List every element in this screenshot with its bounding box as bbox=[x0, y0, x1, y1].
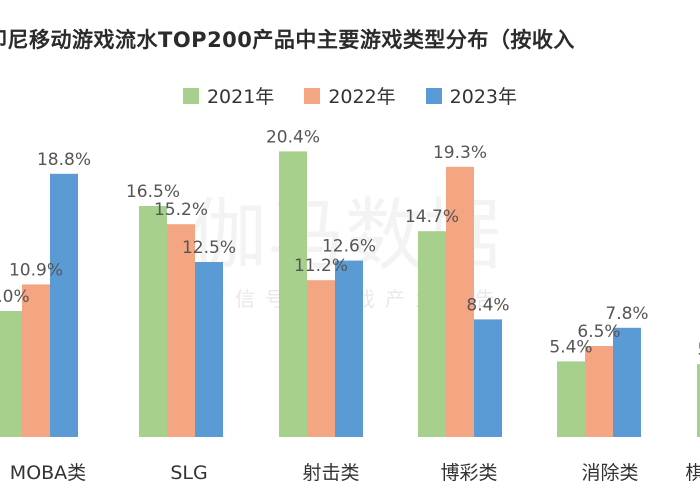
category-label: MOBA类 bbox=[10, 462, 86, 484]
legend-item-1: 2022年 bbox=[304, 82, 396, 109]
legend-swatch bbox=[304, 87, 321, 104]
bar bbox=[139, 206, 167, 437]
legend-swatch bbox=[182, 87, 199, 104]
bar bbox=[307, 280, 335, 437]
category-label: 棋 bbox=[685, 462, 700, 484]
bar-value-label: 7.8% bbox=[605, 304, 648, 324]
bar bbox=[585, 346, 613, 437]
bar-value-label: 6.5% bbox=[577, 322, 620, 342]
bar-value-label: 10.9% bbox=[9, 260, 63, 280]
bar-value-label: 12.5% bbox=[182, 238, 236, 258]
bar bbox=[167, 224, 195, 437]
legend-swatch bbox=[425, 87, 442, 104]
category-label: 博彩类 bbox=[440, 462, 497, 484]
bar-value-label: 15.2% bbox=[154, 200, 208, 220]
legend-item-2: 2023年 bbox=[425, 82, 518, 109]
bar-value-label: 16.5% bbox=[126, 182, 180, 202]
bar bbox=[22, 284, 50, 437]
bar bbox=[50, 173, 78, 438]
bar-value-label: 5.2 bbox=[697, 340, 700, 360]
legend: 2021年 2022年 2023年 bbox=[0, 82, 700, 109]
bar bbox=[613, 327, 641, 437]
bar-value-label: 20.4% bbox=[266, 127, 320, 147]
category-label: 消除类 bbox=[581, 462, 638, 484]
value-labels-group: 0.0%10.9%18.8%16.5%15.2%12.5%20.4%11.2%1… bbox=[0, 127, 700, 360]
bars-group bbox=[0, 151, 700, 438]
bar bbox=[418, 231, 446, 437]
bar bbox=[474, 319, 502, 437]
bar bbox=[195, 262, 223, 437]
legend-label: 2023年 bbox=[449, 86, 518, 108]
bar-value-label: 0.0% bbox=[0, 287, 30, 307]
legend-item-0: 2021年 bbox=[182, 82, 275, 109]
bar bbox=[279, 151, 307, 437]
chart-title: 印尼移动游戏流水TOP200产品中主要游戏类型分布（按收入 bbox=[0, 28, 575, 52]
category-label: SLG bbox=[170, 462, 207, 484]
category-label: 射击类 bbox=[302, 462, 359, 484]
bar-value-label: 8.4% bbox=[466, 295, 509, 315]
bar-value-label: 18.8% bbox=[37, 150, 91, 170]
category-labels-group: MOBA类 SLG 射击类 博彩类 消除类 棋 bbox=[10, 462, 700, 484]
bar bbox=[335, 260, 363, 437]
bar-value-label: 19.3% bbox=[433, 143, 487, 163]
bar-value-label: 14.7% bbox=[405, 207, 459, 227]
bar-value-label: 12.6% bbox=[322, 237, 376, 257]
legend-label: 2022年 bbox=[328, 86, 396, 108]
bar bbox=[557, 361, 585, 437]
bar bbox=[446, 166, 474, 438]
bar-value-label: 11.2% bbox=[294, 256, 348, 276]
bar bbox=[0, 311, 22, 437]
bar bbox=[697, 364, 700, 437]
bar-value-label: 5.4% bbox=[549, 337, 592, 357]
legend-label: 2021年 bbox=[206, 86, 275, 108]
